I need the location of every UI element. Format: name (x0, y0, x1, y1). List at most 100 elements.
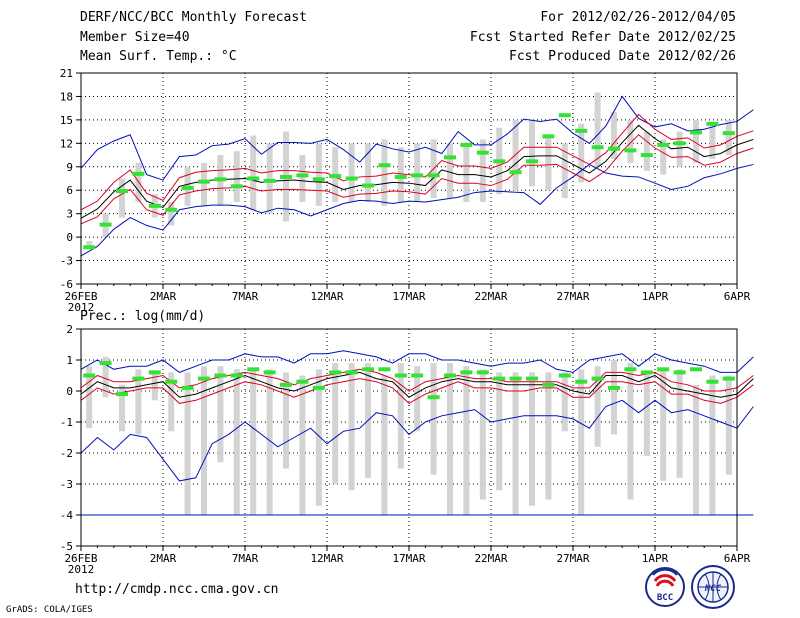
temperature-panel: -6 -3 0 3 6 9 12 15 18 21 26FEB 2MAR 7MAR 12MAR 17MAR 2… (60, 67, 754, 314)
temp-series-ensemble-min (80, 163, 754, 257)
temp-box-day-10 (233, 151, 240, 202)
prec-box-day-12 (266, 369, 273, 515)
temp-box-day-28 (529, 119, 535, 187)
prec-box-day-37 (676, 369, 683, 478)
temp-xtick-label: 2MAR (150, 290, 177, 303)
prec-box-day-5 (151, 372, 158, 401)
member-size-label: Member Size=40 (80, 30, 190, 45)
prec-box-day-16 (332, 363, 339, 484)
source-url-link[interactable]: http://cmdp.ncc.cma.gov.cn (75, 582, 279, 597)
temp-ytick-label: 15 (60, 114, 73, 127)
temp-box-day-8 (201, 162, 207, 206)
prec-series-mean-spread (80, 378, 754, 405)
prec-box-day-11 (250, 369, 257, 515)
prec-box-day-34 (627, 363, 634, 500)
temp-box-day-19 (381, 139, 388, 206)
prec-xtick-label: 1APR (642, 552, 669, 565)
temp-box-day-14 (299, 155, 306, 202)
prec-box-day-35 (643, 372, 650, 457)
prec-box-day-7 (184, 372, 191, 515)
temp-box-day-30 (561, 143, 568, 199)
prec-xtick-label: 2MAR (150, 552, 177, 565)
forecast-start-date-label: Fcst Started Refer Date 2012/02/25 (469, 30, 736, 45)
temp-xtick-year-label: 2012 (68, 301, 95, 314)
temp-xtick-label: 1APR (642, 290, 669, 303)
temp-box-day-38 (693, 119, 699, 163)
temp-ytick-label: -6 (60, 278, 73, 291)
temp-xtick-label: 17MAR (392, 290, 425, 303)
prec-box-day-32 (594, 366, 601, 447)
temp-series-ensemble-max (80, 95, 754, 181)
prec-box-day-25 (479, 369, 486, 500)
prec-box-day-14 (299, 375, 306, 515)
temp-ytick-label: 3 (66, 208, 73, 221)
forecast-period-label: For 2012/02/26-2012/04/05 (540, 10, 736, 25)
temp-box-day-21 (414, 143, 421, 202)
prec-box-day-30 (561, 372, 568, 432)
temp-ytick-label: 21 (60, 67, 73, 80)
temp-ytick-label: 18 (60, 90, 73, 103)
prec-box-day-19 (381, 375, 388, 515)
ncc-logo-meridians (698, 572, 728, 602)
temp-box-day-37 (676, 131, 683, 167)
prec-xtick-label: 6APR (724, 552, 751, 565)
temp-series-mean-spread (80, 134, 754, 225)
temp-xtick-label: 26FEB (64, 290, 97, 303)
prec-box-day-31 (578, 369, 585, 515)
temp-box-day-15 (315, 143, 322, 206)
prec-ytick-label: -4 (60, 509, 74, 522)
prec-series-ensemble-max (80, 350, 754, 373)
prec-box-day-6 (168, 372, 175, 432)
temp-box-day-25 (479, 139, 486, 202)
temp-box-day-3 (119, 178, 125, 218)
prec-box-day-39 (709, 375, 716, 515)
bcc-logo-ring (645, 567, 685, 607)
ncc-logo-text: NCC (704, 584, 722, 594)
prec-xtick-year-label: 2012 (68, 563, 95, 576)
bcc-logo: BCC (645, 567, 685, 607)
prec-ytick-label: -3 (60, 478, 73, 491)
temp-box-day-11 (250, 135, 257, 210)
temp-xtick-label: 6APR (724, 290, 751, 303)
prec-series-ensemble-min (80, 399, 754, 482)
prec-box-day-9 (217, 366, 224, 463)
temp-box-day-23 (447, 143, 453, 199)
prec-box-day-36 (660, 369, 667, 481)
prec-box-day-17 (348, 363, 355, 491)
prec-box-day-1 (86, 366, 93, 429)
temp-ytick-label: -3 (60, 255, 73, 268)
prec-box-day-13 (283, 372, 289, 469)
chart-title: DERF/NCC/BCC Monthly Forecast (80, 10, 307, 25)
prec-box-day-38 (693, 384, 699, 515)
prec-box-day-20 (397, 363, 404, 469)
temp-box-day-29 (545, 135, 552, 191)
temp-box-day-20 (397, 147, 404, 202)
temp-box-day-1 (86, 241, 93, 249)
prec-box-day-23 (447, 363, 453, 515)
temp-box-day-12 (266, 143, 273, 214)
prec-xtick-label: 17MAR (392, 552, 425, 565)
temp-box-day-40 (725, 119, 732, 156)
precipitation-panel: -5 -4 -3 -2 -1 0 1 2 26FEB 2MAR 7MAR 12MAR 17MAR 22MA… (60, 323, 754, 576)
temp-xtick-label: 27MAR (556, 290, 589, 303)
prec-box-day-2 (102, 356, 109, 398)
temp-box-day-35 (643, 131, 650, 171)
prec-box-day-8 (201, 366, 207, 515)
temp-box-day-36 (660, 139, 667, 175)
prec-ytick-label: -2 (60, 447, 73, 460)
temp-box-day-31 (578, 123, 585, 183)
prec-ytick-label: 1 (66, 354, 73, 367)
prec-box-day-26 (496, 372, 503, 491)
temperature-variable-label: Mean Surf. Temp.: °C (80, 49, 237, 64)
prec-box-day-24 (463, 366, 470, 515)
temp-ytick-label: 6 (66, 184, 73, 197)
ncc-logo: NCC (691, 565, 735, 609)
prec-box-day-29 (545, 372, 552, 500)
prec-box-day-15 (315, 369, 322, 506)
bcc-logo-swirl (653, 574, 677, 587)
temp-series-median (80, 124, 754, 219)
prec-ytick-label: 2 (66, 323, 73, 336)
temp-xtick-label: 12MAR (310, 290, 343, 303)
prec-ytick-label: -1 (60, 416, 73, 429)
